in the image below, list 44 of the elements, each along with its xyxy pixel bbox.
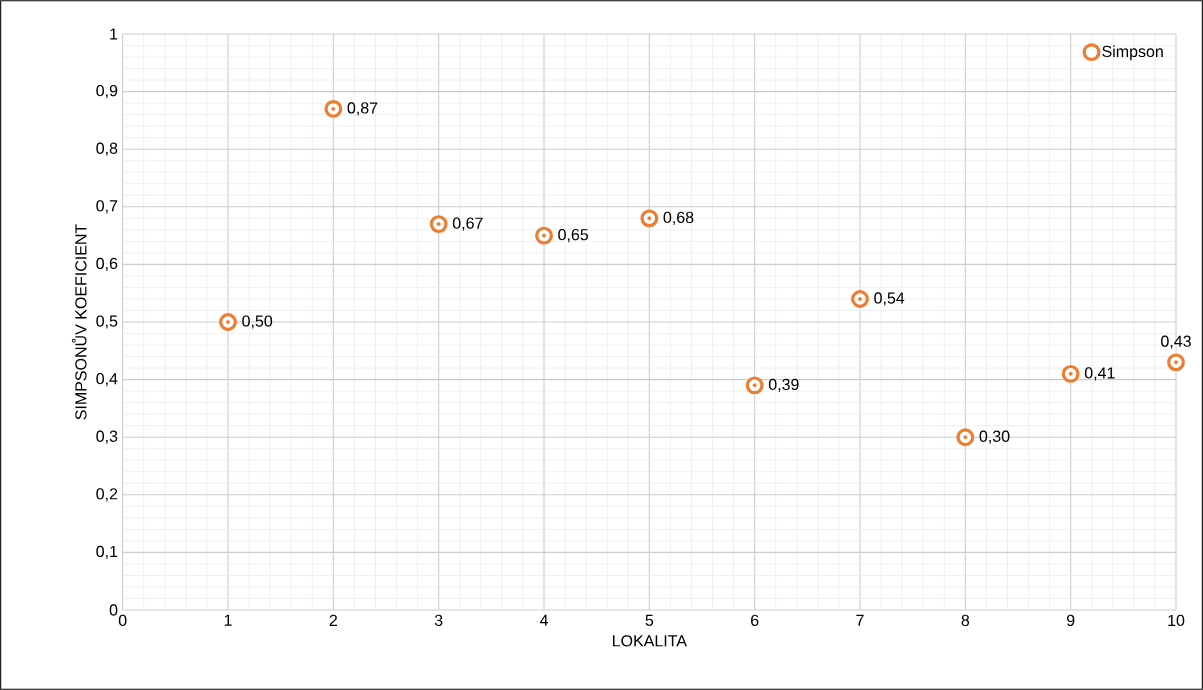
point [851,290,869,308]
y-tick-label: 0,8 [96,142,118,156]
point [324,99,343,118]
y-tick-label: 0,3 [96,430,118,444]
x-tick-label: 2 [329,614,337,626]
text: 0,39 [768,378,799,392]
point [535,226,553,245]
text: 0,68 [663,211,694,225]
point [745,376,764,395]
x-tick-label: 8 [961,614,970,627]
y-axis-title: SIMPSONŮV KOEFICIENT [71,224,87,420]
text: 0,50 [242,315,273,329]
point [640,209,659,228]
x-tick-label: 4 [539,614,548,626]
y-tick-label: 1 [110,28,118,40]
x-tick-label: 7 [856,614,864,626]
point [429,215,448,234]
text: 0,67 [452,217,483,231]
text: 0,30 [979,430,1010,444]
y-tick-label: 0,2 [96,488,118,502]
point [219,313,237,331]
point [956,428,975,447]
text: 0,43 [1161,335,1191,349]
y-tick-label: 0,1 [96,545,118,560]
x-tick-label: 10 [1168,614,1185,627]
x-tick-label: 3 [434,614,443,627]
x-tick-label: 5 [645,614,654,626]
text: 0,41 [1084,367,1115,381]
y-tick-label: 0,6 [96,257,118,272]
text: 0,65 [558,228,589,243]
y-tick-label: 0,5 [96,315,118,329]
x-tick-label: 0 [118,614,127,627]
y-tick-label: 0 [109,604,118,616]
x-tick-label: 6 [751,614,759,627]
y-tick-label: 0,9 [96,84,118,99]
x-tick-label: 1 [224,614,232,626]
legend-label: Simpson [1102,45,1163,61]
point [1061,364,1080,383]
x-axis-title: LOKALITA [613,635,687,647]
y-tick-label: 0,7 [96,200,118,214]
text: 0,54 [874,292,905,306]
x-tick-label: 9 [1066,614,1075,627]
text: 0,87 [347,102,378,116]
y-tick-label: 0,4 [96,372,118,387]
